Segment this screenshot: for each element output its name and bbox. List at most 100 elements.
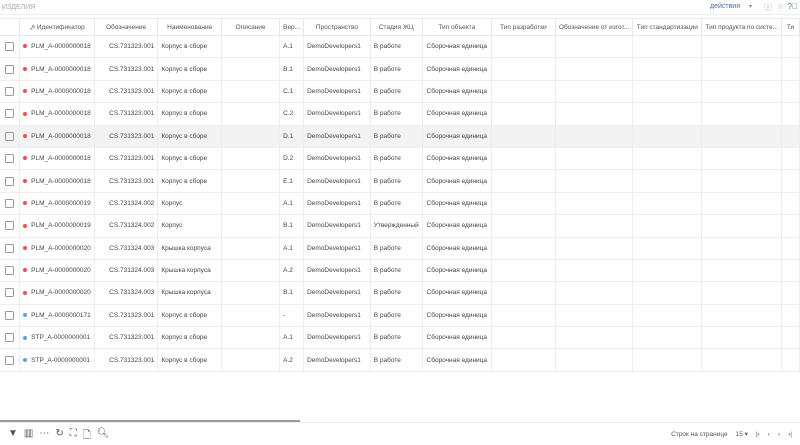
checkbox-cell[interactable]	[0, 35, 21, 59]
table-row[interactable]: PLM_A-0000000171 CS.731323.001 Корпус в сб…	[0, 304, 800, 328]
columns-icon[interactable]: ▥	[23, 428, 34, 439]
table-cell: PLM_A-0000000018	[19, 102, 95, 126]
column-header[interactable]: Стадия ЖЦ	[370, 18, 423, 36]
row-checkbox[interactable]	[5, 109, 15, 119]
column-header[interactable]: Тип объекта	[422, 18, 492, 36]
table-row[interactable]: PLM_A-0000000018 CS.731323.001 Корпус в сб…	[0, 102, 800, 126]
table-cell: DemoDevelopers1	[303, 169, 371, 193]
cell-id: PLM_A-0000000019	[31, 199, 91, 207]
row-checkbox[interactable]	[5, 154, 15, 164]
table-cell: В работе	[370, 35, 423, 59]
star-icon[interactable]: ☆	[776, 2, 784, 11]
column-header[interactable]: 🗝 Идентификатор	[19, 18, 95, 36]
cell-name: Корпус в сборе	[161, 155, 208, 163]
checkbox-cell[interactable]	[0, 192, 21, 216]
column-header[interactable]: Тип разработки	[491, 18, 556, 36]
horizontal-scrollbar[interactable]	[0, 420, 300, 422]
table-cell: Утвержденный	[370, 214, 423, 238]
actions-menu[interactable]: действия	[709, 3, 740, 10]
row-checkbox[interactable]	[5, 176, 15, 186]
checkbox-cell[interactable]	[0, 169, 21, 193]
checkbox-cell[interactable]	[0, 57, 21, 81]
checkbox-cell[interactable]	[0, 125, 21, 148]
table-row[interactable]: PLM_A-0000000018 CS.731323.001 Корпус в сб…	[0, 35, 800, 59]
table-cell	[491, 57, 556, 81]
first-page-icon[interactable]: |‹	[755, 430, 760, 438]
column-header[interactable]: Ти	[781, 18, 800, 36]
table-row[interactable]: PLM_A-0000000020 CS.731324.003 Крышка корп…	[0, 259, 800, 283]
filter-icon[interactable]: ▼	[8, 428, 18, 439]
table-row[interactable]: PLM_A-0000000019 CS.731324.002 Корпус B.1 De…	[0, 214, 800, 238]
checkbox-cell[interactable]	[0, 348, 21, 372]
info-icon[interactable]: ⓘ	[764, 3, 772, 12]
table-row[interactable]: PLM_A-0000000018 CS.731323.001 Корпус в сб…	[0, 57, 800, 81]
column-header[interactable]: Тип продукта по систе...	[701, 18, 782, 36]
column-header[interactable]: Пространство	[303, 18, 371, 36]
column-header[interactable]	[0, 18, 21, 36]
checkbox-cell[interactable]	[0, 281, 21, 305]
checkbox-cell[interactable]	[0, 237, 21, 260]
table-cell	[221, 326, 281, 350]
export-file-icon[interactable]: 🗋	[82, 430, 91, 441]
table-row[interactable]: PLM_A-0000000020 CS.731324.003 Крышка корп…	[0, 237, 800, 260]
more-icon[interactable]: ⋯	[39, 428, 50, 439]
column-header[interactable]: Обозначение от изгот...	[555, 18, 634, 36]
cell-type: Сборочная единица	[426, 155, 488, 163]
cell-space: DemoDevelopers1	[307, 334, 361, 342]
column-header[interactable]: Обозначение	[94, 18, 159, 36]
table-cell	[491, 259, 556, 283]
row-checkbox[interactable]	[5, 221, 15, 231]
table-row[interactable]: PLM_A-0000000018 CS.731323.001 Корпус в сб…	[0, 147, 800, 171]
table-row[interactable]: PLM_A-0000000019 CS.731324.002 Корпус A.1 De…	[0, 192, 800, 216]
prev-page-icon[interactable]: ‹	[767, 430, 770, 438]
checkbox-cell[interactable]	[0, 259, 21, 283]
row-checkbox[interactable]	[5, 310, 15, 320]
row-checkbox[interactable]	[5, 243, 15, 253]
table-row[interactable]: STP_A-0000000001 CS.731323.001 Корпус в сб…	[0, 326, 800, 350]
table-row[interactable]: STP_A-0000000001 CS.731323.001 Корпус в сб…	[0, 348, 800, 372]
checkbox-cell[interactable]	[0, 147, 21, 171]
rows-per-page-select[interactable]: 15 ▾	[735, 431, 748, 438]
row-checkbox[interactable]	[5, 355, 15, 365]
table-cell	[632, 80, 703, 104]
cell-des: CS.731323.001	[109, 132, 155, 140]
help-icon[interactable]: ?⃝	[787, 2, 798, 11]
checkbox-cell[interactable]	[0, 304, 21, 328]
table-row[interactable]: PLM_A-0000000018 CS.731323.001 Корпус в сб…	[0, 125, 800, 148]
chevron-down-icon[interactable]: ▾	[748, 4, 752, 10]
cell-stage: В работе	[373, 311, 401, 319]
cell-des: CS.731323.001	[109, 311, 155, 319]
row-checkbox[interactable]	[5, 333, 15, 343]
search-icon[interactable]: 🔍︎	[96, 428, 110, 439]
table-cell: В работе	[370, 80, 423, 104]
cell-name: Корпус в сборе	[161, 65, 208, 73]
row-checkbox[interactable]	[5, 288, 15, 298]
checkbox-cell[interactable]	[0, 214, 21, 238]
row-checkbox[interactable]	[5, 86, 15, 96]
column-header[interactable]: Описание	[221, 18, 281, 36]
checkbox-cell[interactable]	[0, 326, 21, 350]
last-page-icon[interactable]: ›|	[788, 430, 792, 438]
checkbox-cell[interactable]	[0, 102, 21, 126]
refresh-icon[interactable]: ↻	[55, 428, 64, 439]
row-checkbox[interactable]	[5, 42, 15, 52]
table-row[interactable]: PLM_A-0000000020 CS.731324.003 Крышка корп…	[0, 281, 800, 305]
row-checkbox[interactable]	[5, 198, 15, 208]
checkbox-cell[interactable]	[0, 80, 21, 104]
next-page-icon[interactable]: ›	[777, 430, 781, 438]
fullscreen-icon[interactable]: ⛶	[69, 428, 77, 439]
row-checkbox[interactable]	[5, 131, 15, 141]
table-row[interactable]: PLM_A-0000000018 CS.731323.001 Корпус в сб…	[0, 80, 800, 104]
cell-stage: В работе	[373, 289, 401, 297]
table-cell: A.2	[279, 259, 305, 283]
column-header[interactable]: Наименование	[157, 18, 223, 36]
table-cell: DemoDevelopers1	[303, 281, 371, 305]
cell-space: DemoDevelopers1	[307, 244, 361, 252]
table-cell	[632, 192, 703, 216]
row-checkbox[interactable]	[5, 266, 15, 276]
row-checkbox[interactable]	[5, 64, 15, 74]
column-header[interactable]: Тип стандартизации	[632, 18, 703, 36]
column-header[interactable]: Вер...	[279, 18, 305, 36]
table-cell: DemoDevelopers1	[303, 57, 371, 81]
table-row[interactable]: PLM_A-0000000018 CS.731323.001 Корпус в сб…	[0, 169, 800, 193]
